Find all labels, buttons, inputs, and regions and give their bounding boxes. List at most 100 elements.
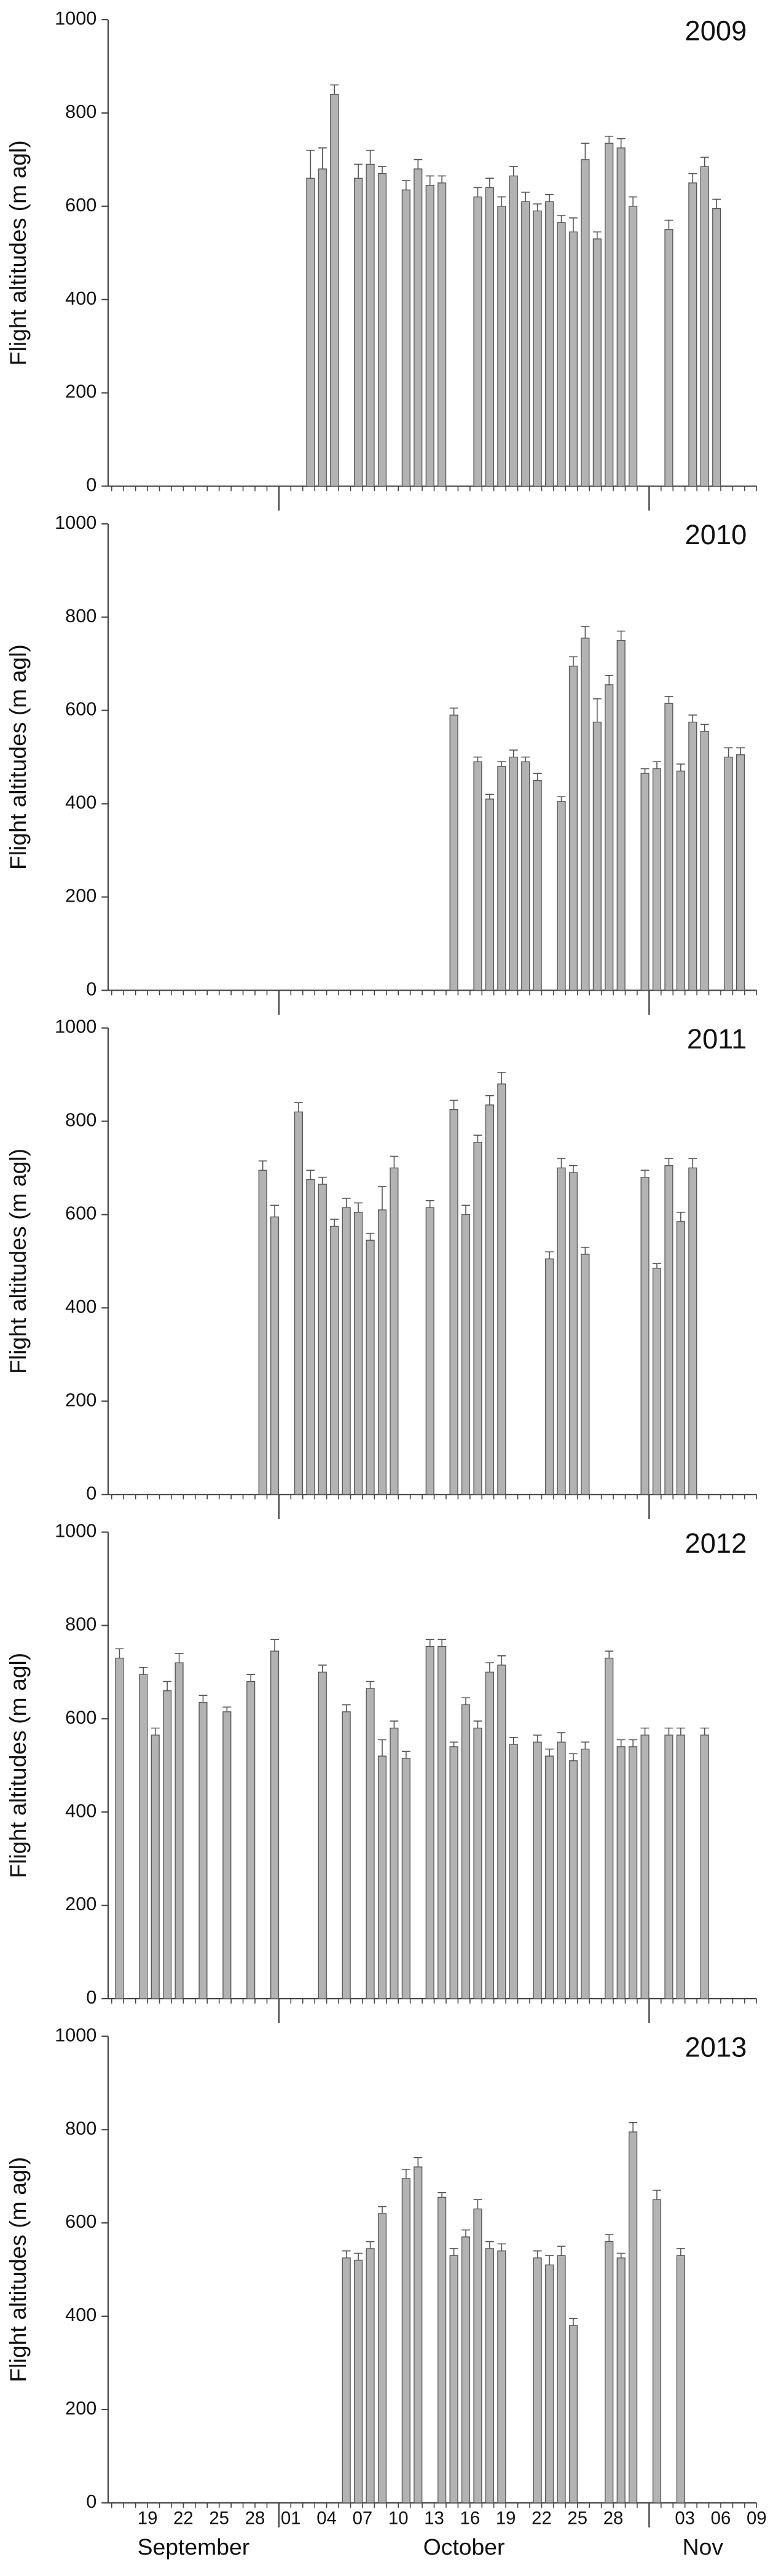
bar	[568, 2325, 578, 2504]
bar	[605, 684, 614, 991]
bar	[676, 2255, 685, 2504]
error-bar	[616, 1739, 626, 1747]
y-tick-label: 0	[86, 1987, 96, 2008]
bar	[342, 1207, 351, 1495]
error-bar	[485, 2241, 494, 2249]
error-bar	[545, 1251, 554, 1259]
error-bar	[664, 696, 673, 704]
y-tick-label: 800	[65, 606, 96, 626]
error-bar	[366, 2241, 375, 2249]
bar	[342, 2257, 351, 2504]
bar	[664, 1735, 673, 1999]
y-tick-label: 600	[65, 1203, 96, 1224]
x-tick-label: 04	[316, 2508, 337, 2528]
bar	[592, 721, 602, 991]
y-tick-label: 600	[65, 2211, 96, 2232]
bar	[449, 1109, 458, 1495]
error-bar	[390, 1720, 399, 1728]
error-bar	[557, 1158, 566, 1168]
error-bar	[700, 157, 709, 167]
bar	[485, 2248, 494, 2504]
x-tick-label: 19	[496, 2508, 516, 2528]
error-bar	[438, 2192, 447, 2198]
error-bar	[461, 1204, 470, 1215]
error-bar	[318, 1665, 327, 1672]
bar	[473, 196, 482, 487]
y-axis-label: Flight altitudes (m agl)	[5, 1653, 31, 1878]
error-bar	[425, 1639, 434, 1647]
error-bar	[378, 1186, 386, 1210]
error-bar	[139, 1666, 148, 1675]
y-tick-label: 0	[86, 978, 96, 999]
panel-title: 2011	[687, 1023, 747, 1055]
bar	[270, 1216, 280, 1495]
bar	[676, 1221, 685, 1495]
bar	[652, 768, 662, 991]
error-bar	[222, 1706, 232, 1712]
bar	[139, 1674, 148, 1999]
bar	[151, 1735, 160, 1999]
x-tick-label: 01	[281, 2508, 301, 2528]
bar	[664, 1165, 673, 1495]
error-bar	[545, 1748, 554, 1757]
error-bar	[724, 747, 733, 757]
error-bar	[485, 178, 494, 188]
error-bar	[557, 2246, 566, 2256]
error-bar	[438, 1639, 447, 1647]
error-bar	[473, 187, 482, 197]
y-tick-label: 200	[65, 886, 96, 907]
bar	[568, 1172, 578, 1495]
bar	[545, 201, 554, 487]
y-tick-label: 400	[65, 792, 96, 813]
x-tick-label: 16	[460, 2508, 481, 2528]
bar	[616, 640, 626, 991]
bar	[366, 2248, 375, 2504]
error-bar	[318, 147, 327, 170]
error-bar	[354, 2252, 363, 2260]
bar	[366, 1239, 375, 1495]
bar	[616, 147, 626, 487]
bar	[557, 2255, 566, 2504]
bar	[438, 182, 447, 487]
panel-title: 2009	[685, 15, 747, 46]
error-bar	[581, 1741, 590, 1749]
bar	[354, 178, 363, 487]
bar	[521, 201, 530, 487]
y-tick-label: 1000	[55, 2024, 96, 2045]
y-tick-label: 600	[65, 699, 96, 720]
error-bar	[509, 166, 518, 176]
bar	[592, 238, 602, 487]
error-bar	[318, 1176, 327, 1185]
error-bar	[605, 1650, 614, 1658]
y-tick-label: 200	[65, 2398, 96, 2419]
y-tick-label: 1000	[55, 1017, 96, 1037]
bar	[377, 1755, 387, 1999]
error-bar	[425, 175, 434, 185]
bar	[712, 208, 721, 487]
error-bar	[653, 2190, 661, 2200]
y-axis-label: Flight altitudes (m agl)	[5, 1149, 31, 1374]
error-bar	[497, 1655, 506, 1665]
x-tick-label: 25	[567, 2508, 587, 2528]
error-bar	[581, 1246, 590, 1255]
error-bar	[151, 1727, 160, 1735]
bar	[533, 2257, 542, 2504]
error-bar	[401, 180, 410, 190]
error-bar	[616, 2252, 626, 2258]
error-bar	[401, 2168, 410, 2179]
error-bar	[378, 166, 386, 174]
bar	[425, 184, 434, 487]
y-tick-label: 800	[65, 1110, 96, 1131]
error-bar	[616, 630, 626, 641]
month-label: September	[138, 2534, 249, 2559]
bar	[401, 1758, 410, 1999]
error-bar	[700, 724, 709, 732]
error-bar	[354, 1202, 363, 1212]
y-tick-label: 0	[86, 1483, 96, 1504]
bar	[330, 93, 339, 487]
y-axis-label: Flight altitudes (m agl)	[5, 2157, 31, 2383]
error-bar	[569, 1165, 578, 1173]
bar	[115, 1657, 124, 1999]
error-bar	[366, 1680, 375, 1688]
